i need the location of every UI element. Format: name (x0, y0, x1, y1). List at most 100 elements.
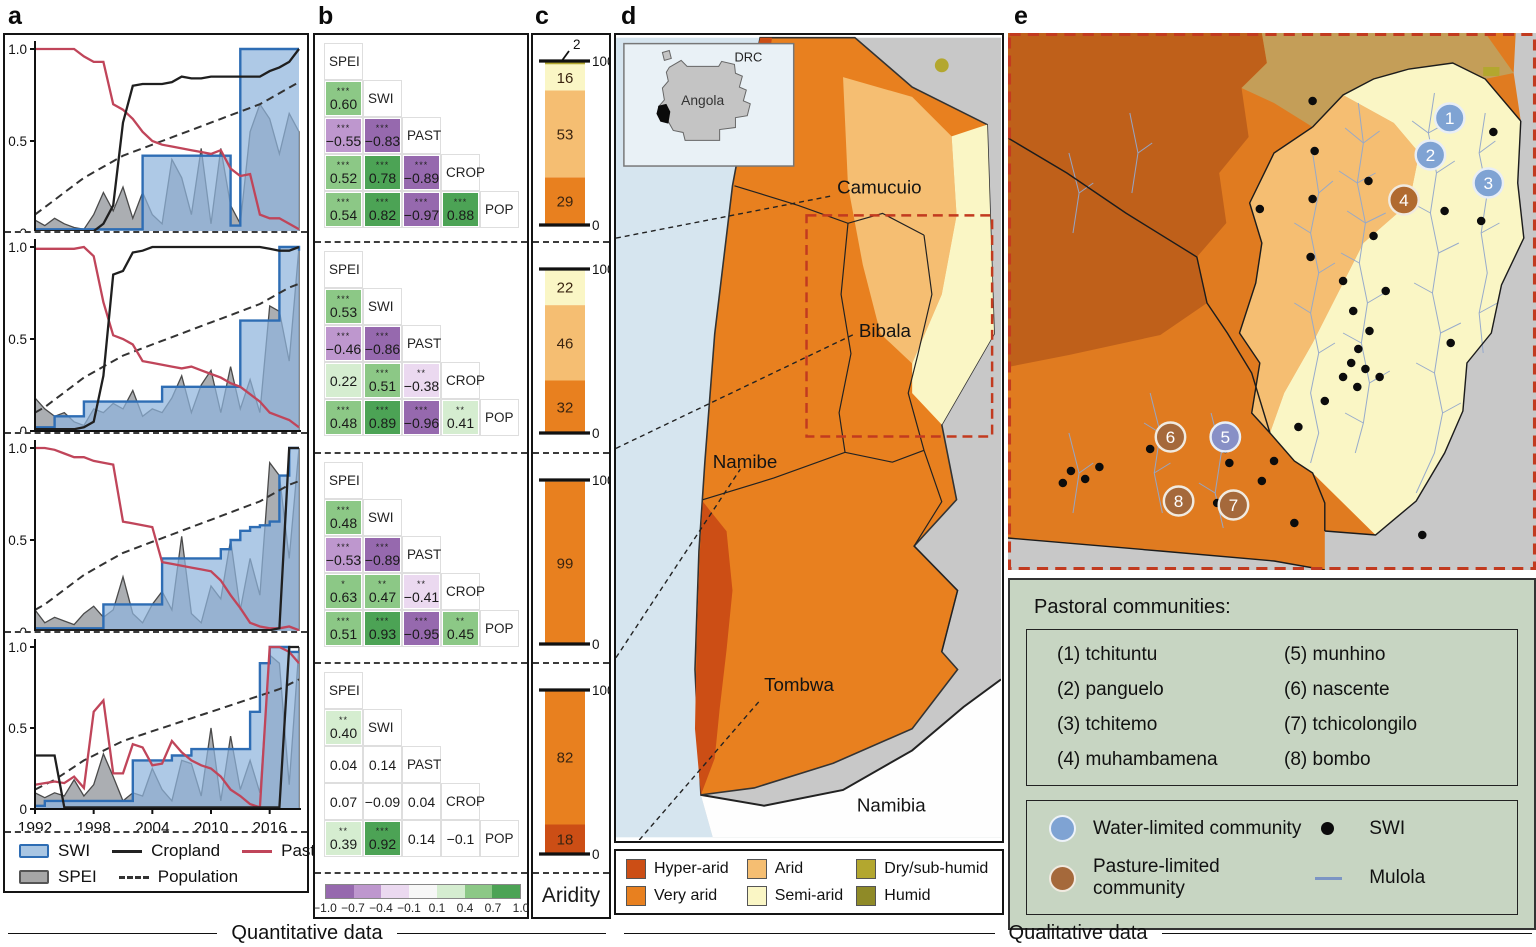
correlation-value-box: *** 0.52 (326, 156, 361, 189)
aridity-swatch-icon (626, 885, 646, 906)
correlation-value: −0.46 (325, 340, 362, 357)
aridity-bar-3: 99 100 0 (533, 454, 609, 664)
correlation-value: 0.22 (329, 373, 358, 389)
y-tick-label: 0 (19, 424, 27, 434)
aridity-bar-2: 32 46 22 100 0 (533, 243, 609, 454)
timeseries-svg: 1.0 0.5 0 (8, 41, 300, 231)
axis-100-label: 100 (592, 262, 609, 277)
community-number: 1 (1445, 108, 1455, 128)
correlation-value: 0.60 (329, 95, 358, 112)
correlation-cell: ** 0.41 (441, 399, 480, 436)
communities-column-2: (5) munhino (6) nascente (7) tchicolongilo… (1284, 644, 1511, 771)
swi-area (35, 447, 299, 632)
variable-label: PAST (402, 746, 441, 783)
colorbar-segment (464, 885, 493, 898)
axis-100-label: 100 (592, 473, 609, 488)
timeseries-chart-1: 1.0 0.5 0 (5, 35, 307, 233)
aridity-bar-svg: 18 82 100 0 (539, 683, 609, 862)
y-tick-label: 1.0 (8, 42, 27, 57)
province-map: Camucuio Bibala Namibe Tombwa Namibia DR… (615, 36, 1002, 868)
population-line (34, 678, 300, 791)
correlation-value: 0.39 (329, 835, 358, 852)
correlation-cell: *** −0.83 (363, 117, 402, 154)
significance-stars: *** (414, 404, 429, 415)
colorbar-segment (436, 885, 465, 898)
variable-label: CROP (441, 573, 485, 610)
significance-stars: *** (453, 196, 468, 207)
community-number: 4 (1399, 190, 1409, 210)
pasture-line-icon (242, 849, 273, 853)
correlation-cell: *** 0.82 (363, 191, 402, 228)
x-tick-label: 1992 (18, 820, 52, 833)
community-marker-1: 1 (1433, 102, 1466, 134)
bar-segment-very_arid (545, 380, 585, 433)
swi-point (1306, 252, 1315, 262)
community-circle-icon (1433, 102, 1466, 134)
swi-point (1354, 344, 1363, 354)
population-line (34, 479, 300, 611)
communities-title: Pastoral communities: (1034, 596, 1231, 618)
correlation-grid: SPEI ** 0.40 SWI 0.04 0.14 PAST 0.07 −0.09 0.04 CR… (315, 664, 527, 857)
correlation-value-box: *** −0.97 (404, 193, 439, 226)
y-tick-label: 0.5 (8, 721, 27, 736)
pasture-line (34, 646, 300, 810)
correlation-value: 0.14 (407, 831, 436, 847)
x-tick-label: 2010 (194, 820, 229, 833)
aridity-legend-item: Arid (746, 858, 857, 879)
variable-label: CROP (441, 783, 485, 820)
correlation-cell: ** 0.47 (363, 573, 402, 610)
correlation-value: −0.96 (403, 414, 440, 431)
panel-c-aridity-bars: 29 53 16 2 100 0 32 46 22 100 0 99 100 0 18 82 100 0 A… (531, 33, 611, 919)
y-tick-label: 1.0 (8, 640, 27, 655)
significance-stars: *** (375, 330, 390, 341)
colorbar-segment (492, 885, 521, 898)
aridity-legend-item: Very arid (626, 885, 747, 906)
variable-label: SWI (363, 499, 402, 536)
correlation-matrix-1: SPEI *** 0.60 SWI *** −0.55 *** −0.83 PAST *** 0.5… (315, 35, 527, 243)
aridity-swatch-icon (746, 885, 767, 906)
rule-line (8, 932, 218, 934)
panel-label-c: c (535, 2, 549, 30)
correlation-value-box: *** 0.78 (365, 156, 400, 189)
panel-label-b: b (318, 2, 334, 30)
y-tick-label: 0.5 (8, 533, 27, 548)
namibia-area (700, 679, 1001, 838)
aridity-class-label: Humid (884, 886, 931, 904)
cropland-line (35, 446, 299, 631)
correlation-value: 0.52 (329, 169, 358, 186)
aridity-class-label: Very arid (654, 886, 718, 904)
panel-label-a: a (8, 2, 22, 30)
legend-row: SWI Cropland Pasture (19, 839, 340, 863)
province-arid (843, 77, 957, 364)
correlation-cell: 0.04 (324, 746, 363, 783)
aridity-class-label: Semi-arid (774, 886, 844, 904)
timeseries-chart-4: 1.0 0.5 0 1992 1998 2004 2010 2016 (5, 633, 307, 833)
significance-stars: ** (455, 404, 465, 415)
rule-line (624, 932, 995, 934)
aridity-swatch-icon (746, 858, 767, 879)
correlation-value-box: *** 0.89 (365, 401, 400, 434)
swi-point (1353, 382, 1362, 392)
timeseries-legend: SWI Cropland Pasture SPEI Population (5, 833, 340, 891)
municipality-borders (702, 185, 959, 652)
community-marker-8: 8 (1162, 485, 1195, 517)
community-list-item: (2) panguelo (1057, 679, 1164, 700)
aridity-bar-1: 29 53 16 2 100 0 (533, 35, 609, 243)
community-list-item: (8) bombo (1284, 749, 1371, 770)
correlation-value: 0.92 (368, 835, 397, 852)
correlation-value: 0.47 (368, 588, 397, 605)
aridity-class-label: Dry/sub-humid (884, 859, 989, 877)
variable-label: SPEI (324, 462, 363, 499)
community-number: 7 (1229, 495, 1239, 515)
correlation-value-box: 0.04 (404, 785, 439, 818)
timeseries-svg: 1.0 0.5 0 (8, 439, 301, 632)
correlation-value-box: *** 0.54 (326, 193, 361, 226)
community-circle-icon (1388, 184, 1420, 216)
aridity-class-label: Arid (774, 859, 804, 877)
map-d-labels: Camucuio Bibala Namibe Tombwa Namibia (713, 177, 926, 816)
pasture-limited-icon (1049, 864, 1076, 892)
y-tick-label: 0 (19, 802, 27, 817)
timeseries-chart-3: 1.0 0.5 0 (5, 434, 307, 634)
arid-region (1239, 95, 1420, 433)
